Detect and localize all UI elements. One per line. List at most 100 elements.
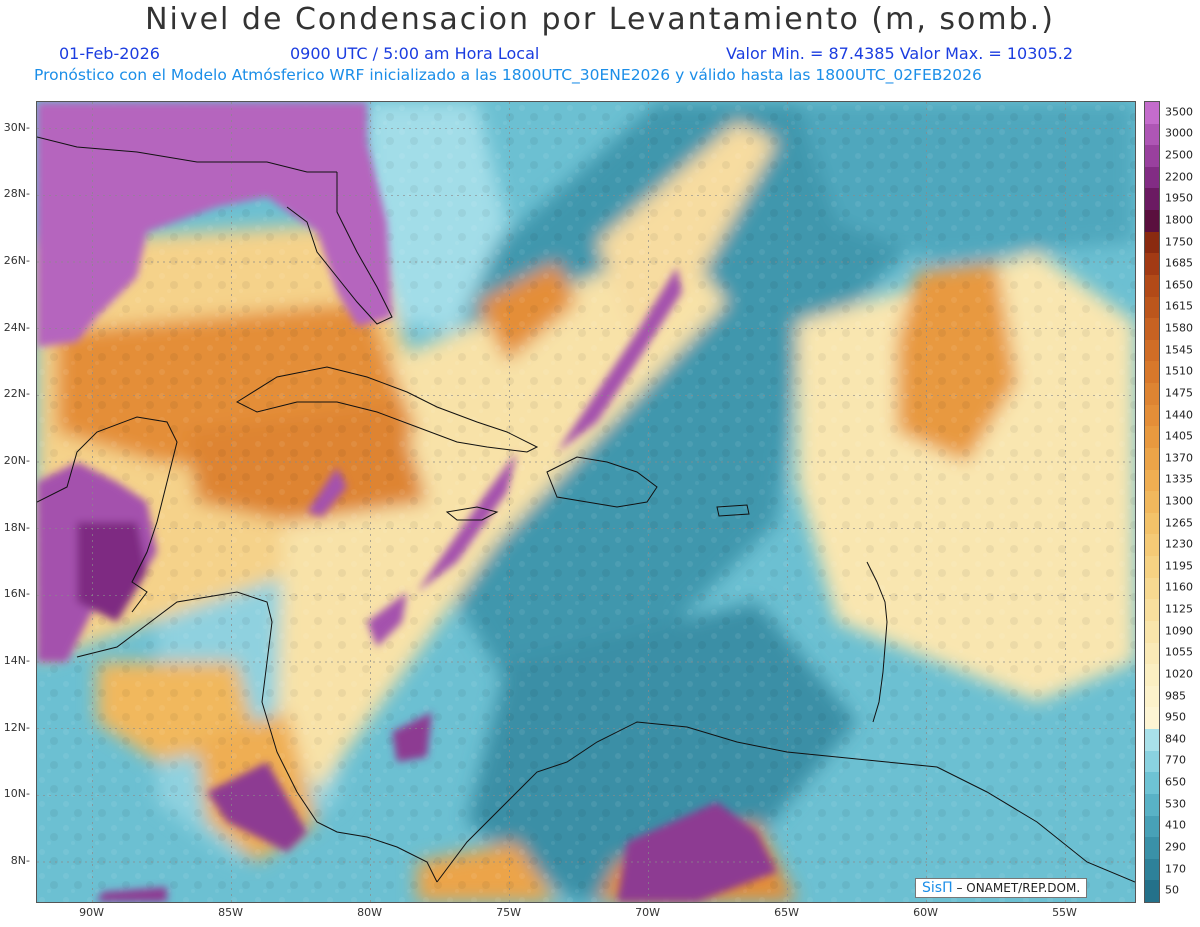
colorbar-segment xyxy=(1145,383,1159,406)
colorbar-label: 840 xyxy=(1165,732,1186,746)
colorbar-label: 985 xyxy=(1165,689,1186,703)
colorbar-segment xyxy=(1145,664,1159,687)
lon-label: 70W xyxy=(635,906,660,919)
graticule xyxy=(37,102,1135,902)
colorbar-label: 530 xyxy=(1165,797,1186,811)
colorbar-segment xyxy=(1145,815,1159,838)
colorbar-label: 1055 xyxy=(1165,645,1193,659)
colorbar-label: 950 xyxy=(1165,710,1186,724)
colorbar-segment xyxy=(1145,102,1159,125)
lat-label: 24N- xyxy=(3,320,30,334)
colorbar-label: 1545 xyxy=(1165,343,1193,357)
colorbar-label: 3000 xyxy=(1165,126,1193,140)
colorbar-label: 1125 xyxy=(1165,602,1193,616)
colorbar-label: 1440 xyxy=(1165,408,1193,421)
lat-label: 16N- xyxy=(3,587,30,601)
colorbar-segment xyxy=(1145,685,1159,708)
sispi-logo: SisΠ xyxy=(922,880,953,896)
coastlines xyxy=(37,136,1135,883)
colorbar-label: 1475 xyxy=(1165,386,1193,400)
colorbar-segment xyxy=(1145,123,1159,146)
weather-map xyxy=(37,102,1135,902)
colorbar-segment xyxy=(1145,599,1159,622)
lat-label: 18N- xyxy=(3,520,30,534)
lon-label: 65W xyxy=(774,906,799,919)
colorbar-segment xyxy=(1145,837,1159,860)
lat-label: 12N- xyxy=(3,720,30,734)
colorbar-segment xyxy=(1145,750,1159,773)
colorbar-label: 1800 xyxy=(1165,213,1193,227)
lat-label: 30N- xyxy=(3,120,30,134)
colorbar-label: 1020 xyxy=(1165,667,1193,681)
lon-label: 85W xyxy=(218,906,244,919)
lat-label: 10N- xyxy=(3,787,30,801)
colorbar-segment xyxy=(1145,880,1159,903)
colorbar-label: 1685 xyxy=(1165,256,1193,270)
colorbar-segment xyxy=(1145,620,1159,644)
lat-label: 22N- xyxy=(3,387,30,401)
colorbar-segment xyxy=(1145,534,1159,557)
colorbar-segment xyxy=(1145,210,1159,233)
colorbar-segment xyxy=(1145,577,1159,600)
colorbar-label: 2500 xyxy=(1165,148,1193,162)
lat-label: 26N- xyxy=(3,254,30,267)
colorbar-segment xyxy=(1145,772,1159,795)
colorbar-segment xyxy=(1145,512,1159,535)
colorbar-segment xyxy=(1145,231,1159,254)
lat-label: 20N- xyxy=(3,454,30,467)
colorbar-segment xyxy=(1145,361,1159,384)
colorbar-segment xyxy=(1145,858,1159,881)
colorbar-label: 1370 xyxy=(1165,451,1193,465)
colorbar-label: 1405 xyxy=(1165,429,1193,443)
colorbar-segment xyxy=(1145,404,1159,427)
colorbar-label: 2200 xyxy=(1165,170,1193,184)
credit-text: – ONAMET/REP.DOM. xyxy=(956,881,1081,895)
colorbar-label: 1950 xyxy=(1165,191,1193,205)
colorbar-label: 1160 xyxy=(1165,580,1193,594)
colorbar-segment xyxy=(1145,642,1159,665)
lat-label: 8N- xyxy=(10,854,30,867)
colorbar-segment xyxy=(1145,469,1159,492)
lat-label: 28N- xyxy=(3,187,30,201)
lon-label: 90W xyxy=(79,906,105,919)
colorbar-segment xyxy=(1145,556,1159,579)
lcl-shading-high xyxy=(37,102,777,902)
colorbar-label: 3500 xyxy=(1165,105,1193,119)
colorbar-segment xyxy=(1145,491,1159,514)
colorbar-label: 1195 xyxy=(1165,559,1193,573)
colorbar xyxy=(1144,101,1160,903)
colorbar-label: 1265 xyxy=(1165,516,1193,530)
colorbar-label: 770 xyxy=(1165,753,1186,767)
map-title: Nivel de Condensacion por Levantamiento … xyxy=(145,2,1055,37)
colorbar-segment xyxy=(1145,707,1159,730)
colorbar-label: 170 xyxy=(1165,862,1186,876)
colorbar-label: 1750 xyxy=(1165,235,1193,249)
lon-label: 60W xyxy=(913,906,938,919)
colorbar-segment xyxy=(1145,145,1159,168)
colorbar-segment xyxy=(1145,793,1159,816)
colorbar-label: 1335 xyxy=(1165,472,1193,486)
colorbar-label: 410 xyxy=(1165,818,1186,832)
colorbar-segment xyxy=(1145,339,1159,362)
minmax-label: Valor Min. = 87.4385 Valor Max. = 10305.… xyxy=(726,44,1074,63)
lon-label: 75W xyxy=(496,906,521,919)
date-label: 01-Feb-2026 xyxy=(59,44,160,63)
colorbar-label: 1230 xyxy=(1165,537,1193,551)
colorbar-label: 1510 xyxy=(1165,364,1193,378)
lon-label: 80W xyxy=(357,906,382,919)
credit-box: SisΠ – ONAMET/REP.DOM. xyxy=(915,878,1088,898)
colorbar-label: 50 xyxy=(1165,883,1179,897)
lat-label: 14N- xyxy=(3,654,30,667)
colorbar-label: 1300 xyxy=(1165,494,1193,508)
colorbar-segment xyxy=(1145,166,1159,189)
colorbar-segment xyxy=(1145,274,1159,298)
colorbar-label: 1650 xyxy=(1165,278,1193,292)
colorbar-label: 650 xyxy=(1165,775,1186,789)
colorbar-label: 1615 xyxy=(1165,299,1193,313)
time-label: 0900 UTC / 5:00 am Hora Local xyxy=(290,44,540,63)
colorbar-segment xyxy=(1145,318,1159,341)
lon-label: 55W xyxy=(1052,906,1077,919)
map-panel xyxy=(36,101,1136,903)
forecast-label: Pronóstico con el Modelo Atmósferico WRF… xyxy=(34,66,982,84)
colorbar-label: 1090 xyxy=(1165,624,1193,638)
